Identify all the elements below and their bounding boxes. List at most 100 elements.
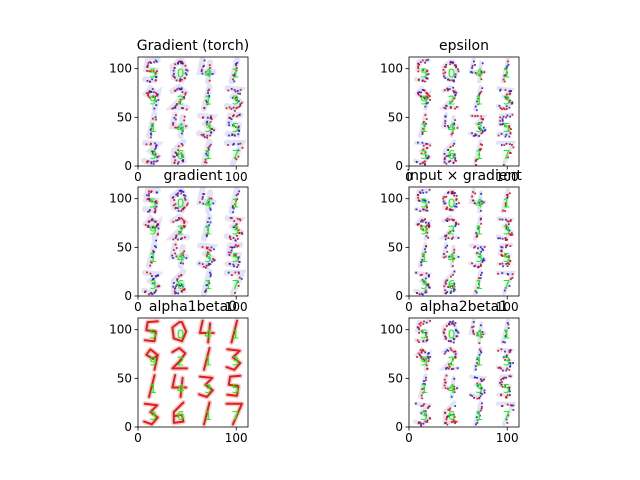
attribution-pixel — [182, 288, 184, 291]
digit-label: 2 — [448, 355, 456, 369]
attribution-pixel — [186, 204, 188, 207]
attribution-pixel — [509, 132, 512, 135]
attribution-pixel — [427, 58, 429, 61]
attribution-pixel — [442, 331, 445, 333]
attribution-pixel — [148, 192, 150, 195]
attribution-pixel — [147, 160, 150, 163]
attribution-pixel — [147, 62, 150, 64]
attribution-pixel — [424, 80, 426, 83]
attribution-pixel — [497, 367, 500, 369]
attribution-pixel — [420, 423, 423, 425]
attribution-pixel — [175, 193, 178, 196]
attribution-pixel — [425, 191, 428, 194]
attribution-pixel — [425, 154, 427, 157]
attribution-pixel — [174, 243, 177, 246]
attribution-pixel — [454, 157, 457, 160]
attribution-pixel — [236, 90, 239, 92]
digit-label: 4 — [204, 196, 212, 210]
attribution-pixel — [477, 363, 480, 366]
attribution-pixel — [478, 342, 481, 345]
attribution-pixel — [177, 60, 180, 63]
attribution-pixel — [205, 161, 208, 164]
attribution-pixel — [500, 367, 502, 370]
attribution-pixel — [508, 106, 511, 109]
attribution-pixel — [450, 61, 453, 64]
attribution-pixel — [504, 210, 506, 212]
attribution-pixel — [153, 291, 156, 294]
attribution-pixel — [480, 121, 483, 124]
attribution-pixel — [176, 283, 179, 286]
attribution-pixel — [238, 272, 240, 275]
attribution-pixel — [176, 154, 178, 157]
attribution-pixel — [148, 96, 151, 99]
attribution-pixel — [421, 273, 423, 276]
attribution-pixel — [508, 126, 511, 129]
attribution-pixel — [507, 63, 510, 66]
heatmap-image — [409, 187, 519, 296]
attribution-pixel — [202, 193, 205, 195]
attribution-pixel — [151, 279, 154, 281]
attribution-pixel — [154, 154, 157, 157]
attribution-pixel — [427, 94, 430, 97]
attribution-pixel — [186, 202, 189, 205]
attribution-pixel — [446, 220, 449, 222]
y-tick-label: 50 — [117, 371, 132, 385]
attribution-pixel — [233, 74, 236, 77]
attribution-pixel — [429, 99, 431, 101]
attribution-pixel — [228, 262, 231, 265]
panel-title: alpha1beta0 — [149, 299, 237, 315]
attribution-pixel — [510, 90, 513, 92]
attribution-pixel — [480, 324, 482, 327]
attribution-pixel — [507, 129, 510, 132]
attribution-pixel — [478, 94, 480, 97]
attribution-pixel — [417, 327, 420, 329]
attribution-pixel — [455, 199, 458, 201]
attribution-pixel — [153, 211, 156, 213]
x-tick-label: 100 — [225, 431, 248, 445]
attribution-pixel — [206, 116, 209, 119]
attribution-pixel — [511, 144, 513, 146]
attribution-pixel — [421, 219, 423, 222]
attribution-pixel — [157, 274, 159, 277]
attribution-pixel — [504, 335, 507, 338]
attribution-pixel — [180, 217, 183, 220]
digit-label: 6 — [448, 278, 456, 292]
attribution-pixel — [419, 210, 422, 212]
attribution-pixel — [151, 78, 153, 81]
attribution-pixel — [509, 152, 512, 154]
attribution-pixel — [480, 351, 483, 354]
attribution-pixel — [501, 120, 504, 122]
attribution-pixel — [181, 290, 183, 293]
attribution-pixel — [152, 117, 154, 120]
attribution-pixel — [237, 271, 240, 274]
attribution-pixel — [152, 219, 155, 222]
attribution-pixel — [471, 395, 474, 397]
attribution-pixel — [421, 356, 424, 359]
attribution-pixel — [238, 218, 241, 221]
attribution-pixel — [480, 263, 482, 266]
attribution-pixel — [177, 162, 179, 165]
attribution-pixel — [423, 359, 426, 362]
attribution-pixel — [505, 333, 508, 336]
x-tick-label: 100 — [496, 170, 519, 184]
x-tick-label: 100 — [225, 170, 248, 184]
attribution-pixel — [452, 144, 454, 147]
attribution-pixel — [479, 128, 481, 130]
attribution-pixel — [207, 280, 210, 282]
attribution-pixel — [422, 358, 425, 360]
attribution-pixel — [424, 248, 426, 251]
digit-label: 3 — [420, 148, 428, 162]
attribution-pixel — [449, 154, 452, 157]
attribution-pixel — [454, 405, 457, 407]
digit-label: 4 — [177, 382, 185, 396]
attribution-pixel — [416, 356, 418, 358]
attribution-pixel — [421, 189, 424, 192]
attribution-pixel — [479, 395, 482, 398]
attribution-pixel — [453, 248, 456, 251]
y-tick-label: 50 — [388, 371, 403, 385]
attribution-halo — [449, 244, 456, 268]
attribution-pixel — [239, 103, 242, 105]
attribution-pixel — [501, 237, 504, 240]
attribution-halo — [500, 318, 510, 345]
